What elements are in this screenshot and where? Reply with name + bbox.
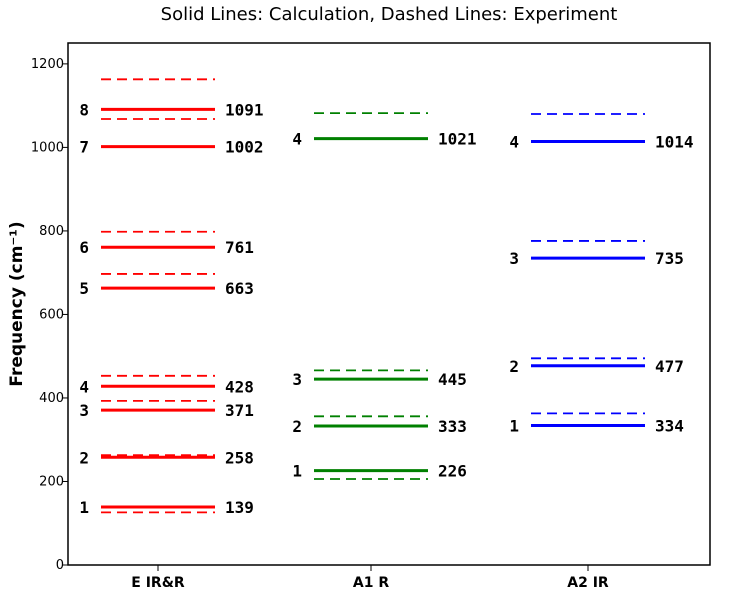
level-index-label: 3 — [79, 401, 89, 420]
series-a2-ir: 1 334 2 477 3 735 4 1014 — [509, 113, 694, 436]
level-value-label: 334 — [655, 417, 684, 436]
level-index-label: 4 — [509, 133, 519, 152]
series-e-ir-r: 1 139 2 258 3 371 4 428 5 663 6 761 7 1002 8 1091 — [79, 78, 264, 517]
level-value-label: 1002 — [225, 138, 264, 157]
level-value-label: 428 — [225, 377, 254, 396]
y-tick-label: 1200 — [31, 57, 64, 72]
level-value-label: 1091 — [225, 100, 264, 119]
level-index-label: 1 — [292, 462, 302, 481]
level-value-label: 226 — [438, 462, 467, 481]
level-index-label: 1 — [509, 417, 519, 436]
level-index-label: 3 — [292, 370, 302, 389]
level-value-label: 139 — [225, 498, 254, 517]
level-value-label: 333 — [438, 417, 467, 436]
y-tick-label: 600 — [39, 307, 64, 322]
x-tick-label: A2 IR — [567, 575, 609, 591]
x-axis: E IR&R A1 R A2 IR — [131, 565, 609, 591]
y-axis: 0 200 400 600 800 1000 1200 — [31, 57, 68, 573]
x-tick-label: A1 R — [353, 575, 389, 591]
level-value-label: 735 — [655, 249, 684, 268]
y-tick-label: 800 — [39, 224, 64, 239]
level-index-label: 4 — [79, 377, 89, 396]
level-index-label: 6 — [79, 238, 89, 257]
level-value-label: 1021 — [438, 130, 477, 149]
x-tick-label: E IR&R — [131, 575, 185, 591]
level-index-label: 5 — [79, 279, 89, 298]
y-tick-label: 400 — [39, 391, 64, 406]
level-index-label: 7 — [79, 138, 89, 157]
levels: 1 139 2 258 3 371 4 428 5 663 6 761 7 1002 8 1091 1 226 2 3… — [79, 78, 694, 517]
level-index-label: 2 — [509, 357, 519, 376]
level-index-label: 2 — [292, 417, 302, 436]
y-axis-label: Frequency (cm⁻¹) — [7, 221, 27, 386]
level-index-label: 8 — [79, 100, 89, 119]
level-value-label: 663 — [225, 279, 254, 298]
level-index-label: 4 — [292, 130, 302, 149]
level-value-label: 477 — [655, 357, 684, 376]
level-value-label: 445 — [438, 370, 467, 389]
level-value-label: 761 — [225, 238, 254, 257]
level-index-label: 3 — [509, 249, 519, 268]
level-index-label: 2 — [79, 448, 89, 467]
level-index-label: 1 — [79, 498, 89, 517]
plot-frame — [67, 42, 711, 566]
chart-title: Solid Lines: Calculation, Dashed Lines: … — [161, 4, 618, 25]
y-tick-label: 200 — [39, 474, 64, 489]
level-value-label: 1014 — [655, 133, 694, 152]
level-value-label: 371 — [225, 401, 254, 420]
y-tick-label: 1000 — [31, 140, 64, 155]
level-value-label: 258 — [225, 448, 254, 467]
y-tick-label: 0 — [56, 558, 64, 573]
